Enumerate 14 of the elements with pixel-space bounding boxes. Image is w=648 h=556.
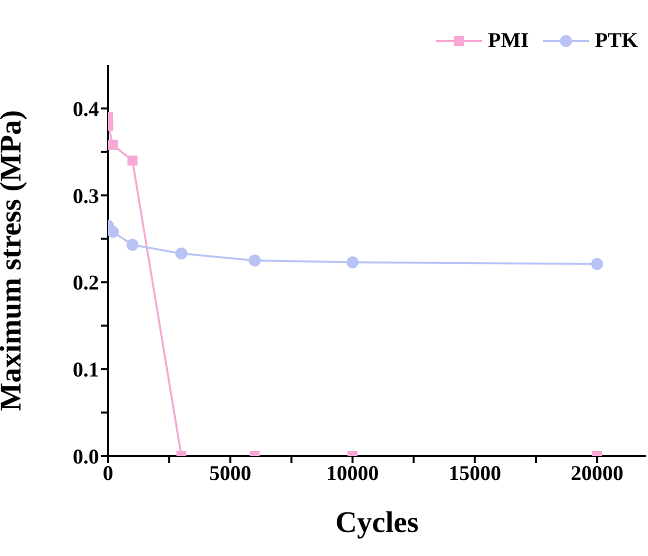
x-tick-label: 5000 (209, 460, 252, 485)
x-tick-label: 20000 (570, 460, 624, 485)
y-tick-label: 0.1 (72, 358, 99, 382)
x-axis-title: Cycles (335, 506, 419, 539)
y-tick-label: 0.3 (72, 184, 99, 208)
x-tick-label: 15000 (448, 460, 502, 485)
x-tick-label: 10000 (326, 460, 379, 485)
y-tick-label: 0.2 (72, 270, 99, 295)
y-tick-label: 0.0 (72, 444, 99, 468)
legend-label: PMI (488, 28, 529, 53)
x-tick-label: 0 (102, 460, 114, 485)
y-tick-label: 0.4 (72, 96, 100, 121)
legend-label: PTK (594, 28, 638, 53)
y-axis-title: Maximum stress (MPa) (0, 110, 28, 412)
